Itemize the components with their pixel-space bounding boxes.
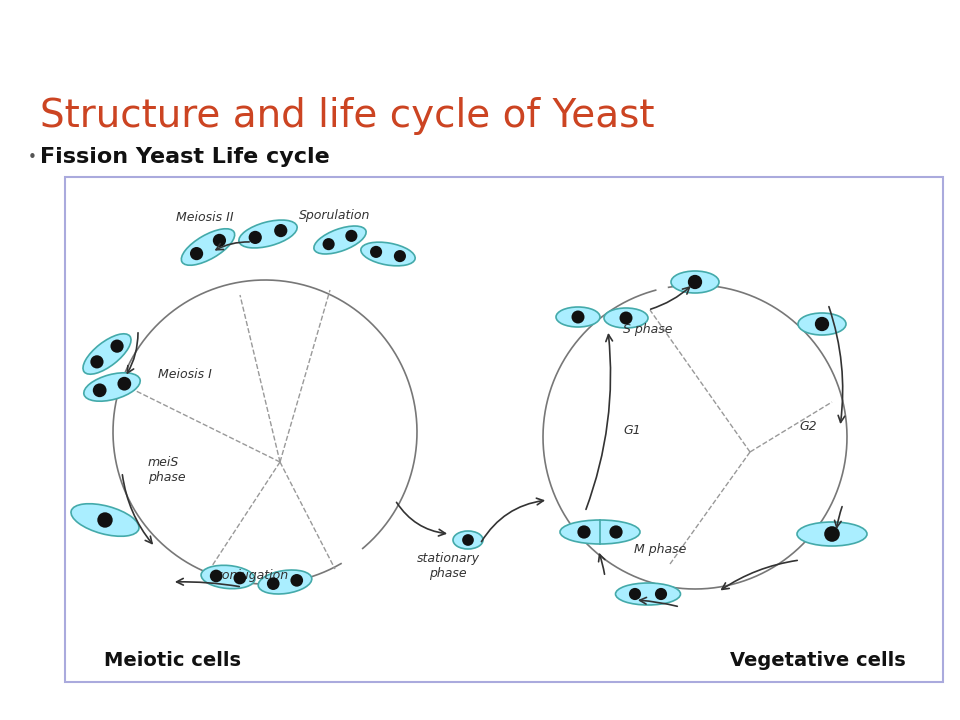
FancyArrowPatch shape — [396, 503, 445, 536]
Ellipse shape — [249, 231, 262, 244]
Ellipse shape — [346, 230, 357, 242]
Ellipse shape — [604, 308, 648, 328]
FancyArrowPatch shape — [482, 498, 543, 541]
FancyArrowPatch shape — [722, 560, 797, 590]
Ellipse shape — [323, 238, 335, 250]
Ellipse shape — [210, 570, 223, 582]
Ellipse shape — [361, 242, 415, 266]
Ellipse shape — [83, 334, 131, 374]
FancyArrowPatch shape — [828, 307, 845, 423]
Text: stationary
phase: stationary phase — [417, 552, 479, 580]
Ellipse shape — [97, 513, 112, 528]
Text: •: • — [28, 150, 36, 165]
Ellipse shape — [655, 588, 667, 600]
FancyArrowPatch shape — [651, 287, 689, 309]
Ellipse shape — [815, 317, 829, 331]
Text: Meiotic cells: Meiotic cells — [104, 650, 241, 670]
Ellipse shape — [619, 312, 633, 325]
Ellipse shape — [267, 577, 279, 590]
FancyArrowPatch shape — [586, 335, 612, 510]
FancyArrowPatch shape — [834, 507, 842, 528]
Text: Vegetative cells: Vegetative cells — [731, 650, 906, 670]
Text: meiS
phase: meiS phase — [148, 456, 185, 484]
Ellipse shape — [181, 229, 234, 265]
FancyArrowPatch shape — [639, 598, 678, 606]
Text: Meiosis I: Meiosis I — [158, 367, 212, 380]
Ellipse shape — [314, 226, 366, 254]
Ellipse shape — [201, 565, 255, 589]
Ellipse shape — [556, 307, 600, 327]
FancyArrowPatch shape — [216, 242, 250, 250]
Text: M phase: M phase — [634, 544, 686, 557]
Ellipse shape — [93, 384, 107, 397]
Ellipse shape — [577, 526, 590, 539]
Text: G1: G1 — [623, 423, 641, 436]
Ellipse shape — [615, 583, 681, 605]
FancyArrowPatch shape — [122, 474, 152, 544]
Ellipse shape — [239, 220, 298, 248]
FancyArrowPatch shape — [599, 554, 605, 575]
Ellipse shape — [90, 355, 104, 369]
FancyArrowPatch shape — [177, 578, 239, 587]
Ellipse shape — [291, 574, 303, 587]
Ellipse shape — [394, 250, 406, 262]
Ellipse shape — [258, 570, 312, 594]
Ellipse shape — [462, 534, 474, 546]
Ellipse shape — [798, 313, 846, 335]
Ellipse shape — [560, 520, 640, 544]
Ellipse shape — [84, 373, 140, 401]
Text: conjugation: conjugation — [215, 569, 289, 582]
Ellipse shape — [797, 522, 867, 546]
Ellipse shape — [117, 377, 132, 390]
FancyArrowPatch shape — [128, 333, 138, 373]
Ellipse shape — [671, 271, 719, 293]
Text: Fission Yeast Life cycle: Fission Yeast Life cycle — [40, 147, 329, 167]
Ellipse shape — [190, 247, 204, 260]
Ellipse shape — [453, 531, 483, 549]
Ellipse shape — [110, 340, 124, 353]
Ellipse shape — [571, 310, 585, 323]
Text: G2: G2 — [799, 420, 817, 433]
Text: Structure and life cycle of Yeast: Structure and life cycle of Yeast — [40, 97, 655, 135]
Ellipse shape — [213, 234, 226, 247]
Ellipse shape — [629, 588, 641, 600]
Ellipse shape — [825, 526, 840, 541]
Ellipse shape — [688, 275, 702, 289]
Ellipse shape — [610, 526, 623, 539]
Ellipse shape — [233, 572, 246, 585]
Ellipse shape — [71, 504, 139, 536]
Text: S phase: S phase — [623, 323, 673, 336]
FancyBboxPatch shape — [65, 177, 943, 682]
Text: Meiosis II: Meiosis II — [177, 211, 234, 224]
Ellipse shape — [275, 224, 287, 237]
Ellipse shape — [370, 246, 382, 258]
Text: Sporulation: Sporulation — [300, 209, 371, 222]
